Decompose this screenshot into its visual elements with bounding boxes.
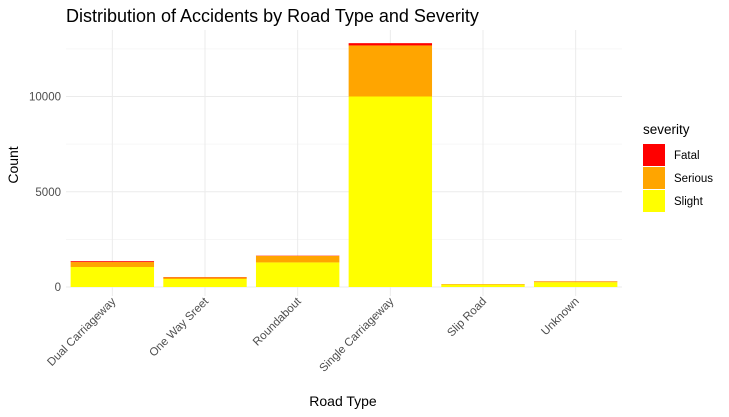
legend-key-serious: [643, 167, 665, 189]
y-tick-label: 5000: [35, 187, 61, 199]
y-axis-ticks: 0 5000 10000: [29, 92, 61, 295]
bar-slight-dual-carriageway: [70, 266, 155, 287]
grid: [66, 30, 622, 296]
legend-title: severity: [643, 122, 690, 137]
legend-key-slight: [643, 190, 665, 212]
bar-serious-unknown: [533, 281, 618, 283]
y-axis-title: Count: [5, 146, 21, 183]
x-tick-label: Roundabout: [251, 295, 304, 348]
legend-label-slight: Slight: [674, 196, 704, 208]
bar-slight-roundabout: [255, 262, 340, 287]
bars: [70, 43, 618, 287]
y-tick-label: 10000: [29, 92, 61, 104]
bar-slight-one-way-sreet: [163, 278, 247, 287]
x-axis-title: Road Type: [309, 393, 377, 409]
bar-serious-single-carriageway: [348, 45, 433, 97]
x-axis-ticks: Dual Carriageway One Way Sreet Roundabout S…: [45, 295, 581, 375]
legend: severity Fatal Serious Slight: [643, 122, 713, 212]
legend-label-fatal: Fatal: [674, 150, 700, 162]
x-tick-label: Dual Carriageway: [45, 295, 118, 368]
x-tick-label: Slip Road: [445, 296, 489, 340]
bar-serious-one-way-sreet: [163, 277, 247, 279]
chart-title: Distribution of Accidents by Road Type a…: [66, 6, 479, 26]
x-tick-label: One Way Sreet: [147, 295, 211, 359]
legend-key-fatal: [643, 144, 665, 166]
bar-fatal-single-carriageway: [348, 43, 433, 46]
bar-slight-single-carriageway: [348, 96, 433, 287]
bar-slight-unknown: [533, 282, 618, 287]
bar-fatal-dual-carriageway: [70, 261, 155, 263]
bar-serious-dual-carriageway: [70, 262, 155, 267]
legend-label-serious: Serious: [674, 173, 713, 185]
x-tick-label: Unknown: [539, 296, 581, 338]
x-tick-label: Single Carriageway: [317, 295, 396, 374]
bar-serious-roundabout: [255, 255, 340, 263]
y-tick-label: 0: [55, 282, 61, 294]
bar-slight-slip-road: [441, 284, 525, 287]
